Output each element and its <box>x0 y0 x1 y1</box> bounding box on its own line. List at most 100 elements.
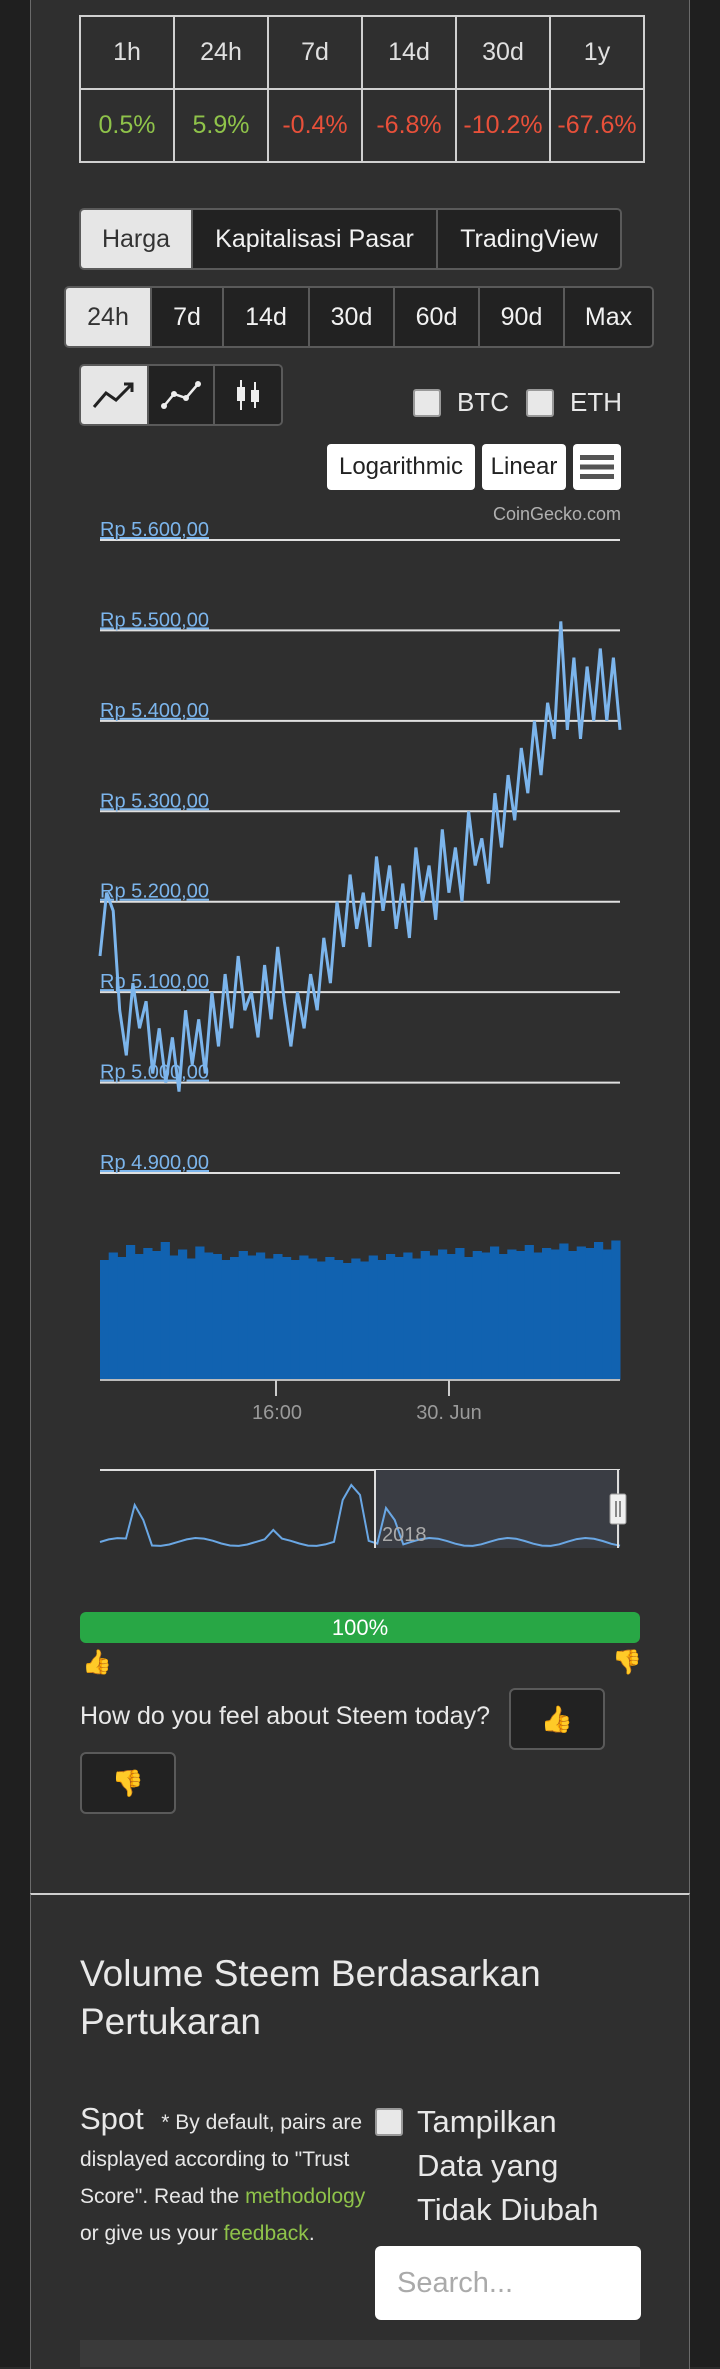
navigator-handle[interactable] <box>609 1493 627 1525</box>
thumbs-down-icon: 👎 <box>111 1767 145 1798</box>
volume-bar <box>100 1260 110 1380</box>
thumbs-down-icon: 👎 <box>612 1649 642 1676</box>
volume-bar <box>576 1246 586 1380</box>
volume-bar <box>308 1258 318 1380</box>
price-chart: Rp 5.600,00 Rp 5.500,00 Rp 5.400,00 Rp 5.30… <box>98 519 627 1548</box>
compare-eth[interactable]: ETH <box>526 387 622 418</box>
change-value-7d: -0.4% <box>267 88 363 163</box>
page-margin-right <box>690 0 720 2367</box>
volume-bar <box>282 1257 292 1380</box>
volume-bar <box>256 1252 266 1380</box>
exchange-table-header <box>80 2340 640 2367</box>
compare-btc-checkbox[interactable] <box>413 388 441 417</box>
thumbs-up-icon: 👍 <box>82 1649 112 1676</box>
range-14d[interactable]: 14d <box>224 288 310 346</box>
compare-eth-checkbox[interactable] <box>526 388 554 417</box>
methodology-link[interactable]: methodology <box>245 2185 366 2208</box>
vote-down-button[interactable]: 👎 <box>80 1752 176 1814</box>
volume-bar <box>550 1249 560 1380</box>
y-tick-label: Rp 5.600,00 <box>100 519 209 541</box>
line-chart-icon <box>92 382 134 408</box>
y-tick-label: Rp 5.200,00 <box>100 881 209 903</box>
change-value-row: 0.5% 5.9% -0.4% -6.8% -10.2% -67.6% <box>79 88 645 163</box>
logarithmic-button[interactable]: Logarithmic <box>327 444 475 490</box>
page-margin-left <box>0 0 30 2367</box>
volume-bar <box>602 1249 612 1380</box>
volume-bar <box>360 1261 370 1380</box>
sentiment-question: How do you feel about Steem today? <box>80 1702 490 1730</box>
range-max[interactable]: Max <box>565 288 652 346</box>
point-chart-button[interactable] <box>149 366 215 424</box>
price-change-table: 1h 24h 7d 14d 30d 1y 0.5% 5.9% -0.4% -6.… <box>79 15 645 163</box>
range-24h[interactable]: 24h <box>66 288 152 346</box>
tab-kapitalisasi-pasar[interactable]: Kapitalisasi Pasar <box>193 210 438 268</box>
volume-bar <box>273 1254 283 1380</box>
range-navigator[interactable]: 2018 <box>99 1469 627 1548</box>
volume-bar <box>429 1255 439 1380</box>
linear-button[interactable]: Linear <box>482 444 566 490</box>
raw-data-toggle[interactable]: Tampilkan Data yang Tidak Diubah <box>375 2100 627 2232</box>
navigator-label: 2018 <box>382 1524 427 1546</box>
chart-style-tabs <box>79 364 283 426</box>
volume-bar <box>108 1252 118 1380</box>
spot-note: Spot * By default, pairs are displayed a… <box>80 2100 370 2252</box>
volume-bar <box>403 1252 413 1380</box>
tab-tradingview[interactable]: TradingView <box>438 210 620 268</box>
compare-eth-label: ETH <box>570 387 622 417</box>
hamburger-icon <box>580 455 614 479</box>
volume-bar <box>455 1248 465 1380</box>
volume-bar <box>386 1254 396 1380</box>
volume-bar <box>230 1257 240 1380</box>
change-header-1h: 1h <box>79 15 175 90</box>
y-tick-label: Rp 5.500,00 <box>100 609 209 631</box>
volume-bar <box>117 1257 127 1380</box>
vote-up-button[interactable]: 👍 <box>509 1688 605 1750</box>
compare-btc[interactable]: BTC <box>413 387 509 418</box>
spot-note-end: . <box>308 2222 315 2245</box>
volume-bar <box>143 1248 153 1380</box>
volume-bar <box>152 1251 162 1380</box>
volume-bar <box>568 1251 578 1380</box>
range-30d[interactable]: 30d <box>310 288 395 346</box>
range-7d[interactable]: 7d <box>152 288 224 346</box>
tab-harga[interactable]: Harga <box>81 210 193 268</box>
change-value-14d: -6.8% <box>361 88 457 163</box>
line-chart-button[interactable] <box>81 366 149 424</box>
chart-menu-button[interactable] <box>573 444 621 490</box>
volume-bar <box>438 1249 448 1380</box>
y-tick-label: Rp 5.300,00 <box>100 790 209 812</box>
volume-bar <box>342 1263 352 1380</box>
volume-bar <box>542 1248 552 1380</box>
x-tick-label-2: 30. Jun <box>416 1402 482 1424</box>
volume-bar <box>299 1255 309 1380</box>
change-header-row: 1h 24h 7d 14d 30d 1y <box>79 15 645 90</box>
volume-bar <box>325 1257 335 1380</box>
volume-bar <box>412 1258 422 1380</box>
volume-bar <box>594 1242 604 1380</box>
thumbs-up-icon: 👍 <box>540 1703 574 1734</box>
volume-bar <box>212 1254 222 1380</box>
volume-bar <box>368 1255 378 1380</box>
change-header-24h: 24h <box>173 15 269 90</box>
range-90d[interactable]: 90d <box>480 288 565 346</box>
change-value-24h: 5.9% <box>173 88 269 163</box>
volume-bar <box>464 1257 474 1380</box>
volume-bar <box>446 1254 456 1380</box>
volume-bar <box>516 1251 526 1380</box>
volume-bar <box>134 1254 144 1380</box>
volume-bar <box>195 1246 205 1380</box>
feedback-link[interactable]: feedback <box>223 2222 309 2245</box>
price-series-line <box>98 621 622 1092</box>
spot-note-text: * By default, pairs are displayed accord… <box>80 2111 363 2208</box>
exchange-search-input[interactable] <box>375 2246 641 2320</box>
volume-bar <box>169 1255 179 1380</box>
raw-data-checkbox[interactable] <box>375 2108 403 2136</box>
volume-bar <box>126 1245 136 1380</box>
volume-bar <box>160 1242 170 1380</box>
range-60d[interactable]: 60d <box>395 288 480 346</box>
change-header-7d: 7d <box>267 15 363 90</box>
volume-bar <box>533 1252 543 1380</box>
candlestick-chart-button[interactable] <box>215 366 281 424</box>
compare-btc-label: BTC <box>457 387 509 417</box>
candlestick-icon <box>237 380 259 410</box>
